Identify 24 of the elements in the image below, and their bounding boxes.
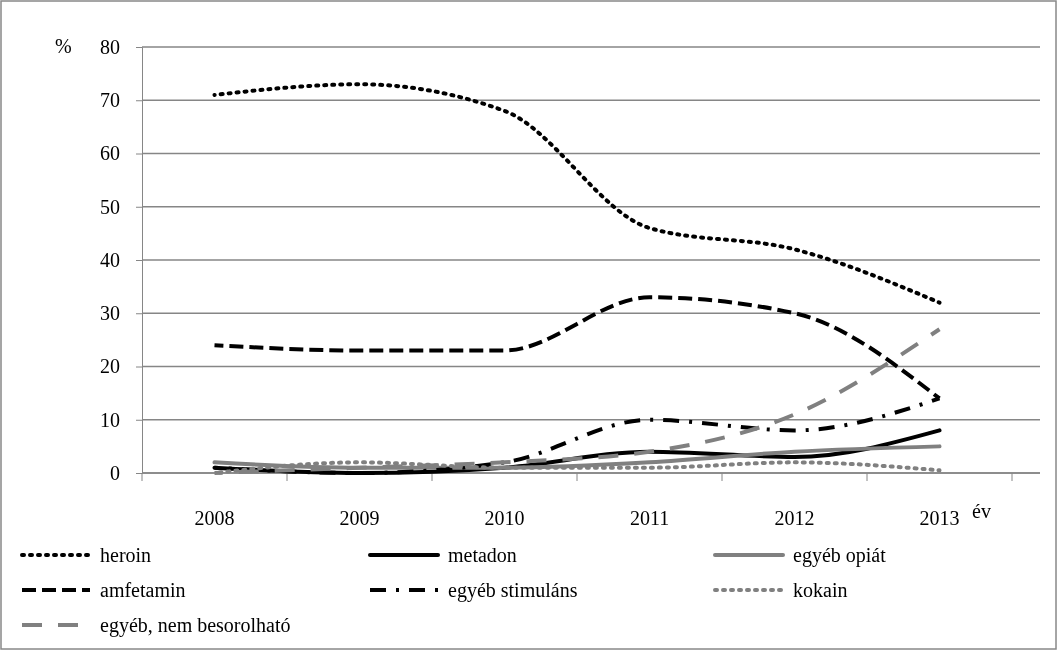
- x-axis-title: év: [972, 500, 991, 522]
- legend-label: egyéb opiát: [793, 544, 887, 567]
- y-tick-label: 30: [100, 302, 120, 325]
- y-tick-label: 50: [100, 195, 120, 218]
- legend-label: kokain: [793, 579, 848, 601]
- legend-label: egyéb stimuláns: [448, 579, 578, 602]
- y-tick-label: 10: [100, 408, 120, 431]
- x-tick-label: 2008: [194, 507, 235, 530]
- legend-label: egyéb, nem besorolható: [100, 614, 291, 637]
- y-tick-label: 20: [100, 355, 120, 378]
- x-tick-label: 2011: [629, 507, 670, 530]
- y-tick-label: 80: [100, 35, 120, 58]
- x-tick-label: 2013: [919, 507, 960, 530]
- x-tick-label: 2012: [774, 507, 815, 530]
- legend-label: metadon: [448, 544, 517, 566]
- x-tick-label: 2010: [484, 507, 525, 530]
- y-tick-label: 40: [100, 248, 120, 271]
- y-tick-label: 60: [100, 142, 120, 165]
- legend-label: heroin: [100, 544, 152, 566]
- y-tick-label: 0: [110, 461, 120, 484]
- legend-label: amfetamin: [100, 579, 186, 601]
- y-axis-title: %: [55, 35, 72, 57]
- x-tick-label: 2009: [339, 507, 380, 530]
- y-tick-label: 70: [100, 89, 120, 112]
